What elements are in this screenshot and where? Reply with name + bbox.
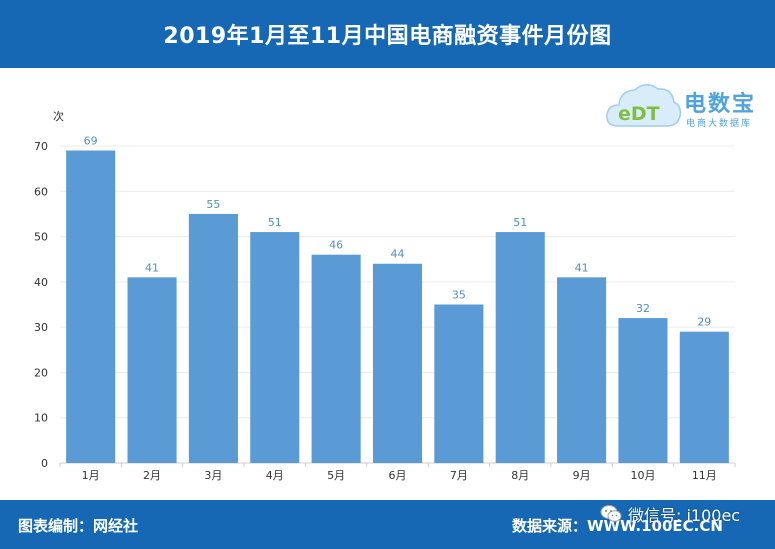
chart-editor-credit: 图表编制：网经社 [18,517,139,535]
data-label: 29 [697,316,711,329]
x-tick-label: 3月 [204,469,222,482]
bar [495,232,545,463]
footer-bar: 图表编制：网经社 数据来源：WWW.100EC.CN [0,500,775,549]
y-axis-label: 次 [53,109,64,123]
x-tick-label: 6月 [389,469,407,482]
wechat-icon [600,505,622,522]
data-label: 51 [268,216,282,229]
data-label: 55 [206,198,220,211]
data-label: 32 [636,302,650,315]
bar [250,232,300,463]
y-tick-label: 50 [34,231,48,244]
y-tick-label: 70 [34,140,48,153]
data-label: 41 [145,261,159,274]
x-tick-label: 1月 [82,469,100,482]
data-label: 44 [391,248,405,261]
x-tick-label: 9月 [573,469,591,482]
bar [127,277,177,463]
x-tick-label: 7月 [450,469,468,482]
bar [188,213,238,463]
bar [618,318,668,463]
logo-mark-text: eDT [618,103,660,125]
x-tick-label: 2月 [143,469,161,482]
logo-name: 电数宝 [684,92,757,117]
bar [66,150,116,463]
x-tick-label: 8月 [511,469,529,482]
edt-logo: eDT 电数宝 电商大数据库 [604,76,769,134]
header-bar: 2019年1月至11月中国电商融资事件月份图 [0,0,775,68]
x-tick-label: 4月 [266,469,284,482]
x-tick-label: 10月 [630,469,655,482]
y-tick-label: 10 [34,412,48,425]
data-label: 41 [575,261,589,274]
y-tick-label: 40 [34,276,48,289]
data-label: 51 [513,216,527,229]
chart-area: 0 10 20 30 40 50 60 70 次 69 1月 41 2月 55 3月 51 4月 46 5月 44 6月… [0,68,775,500]
x-tick-label: 5月 [327,469,345,482]
bar [372,263,423,463]
x-tick-label: 11月 [692,469,717,482]
bar [311,254,361,463]
watermark-text: 微信号: i100ec [628,506,741,525]
data-label: 46 [329,239,343,252]
cloud-logo-icon: eDT [606,84,682,127]
page-title: 2019年1月至11月中国电商融资事件月份图 [163,24,612,49]
y-tick-label: 0 [41,457,48,470]
data-label: 35 [452,289,466,302]
y-tick-label: 30 [34,321,48,334]
bar [679,331,729,463]
bar [434,304,484,463]
bar-chart: 0 10 20 30 40 50 60 70 次 69 1月 41 2月 55 3月 51 4月 46 5月 44 6月… [34,109,736,482]
logo-subtitle: 电商大数据库 [686,119,753,129]
y-tick-label: 60 [34,185,48,198]
y-tick-label: 20 [34,366,48,379]
bar [557,277,607,463]
wechat-watermark: 微信号: i100ec [600,503,740,525]
data-source: 数据来源：WWW.100EC.CN [512,517,723,535]
data-label: 69 [84,135,98,148]
